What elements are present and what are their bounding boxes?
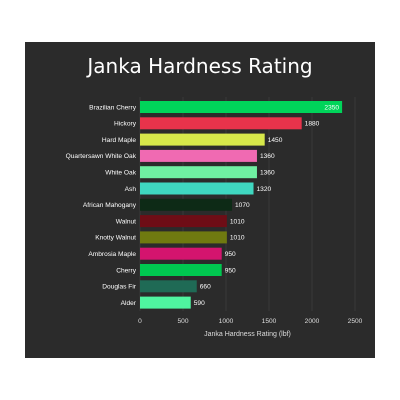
- bar-chart: 0 500 1000 1500 2000 2500 Brazilian Cherry 2350…: [66, 97, 363, 338]
- value-label: 950: [225, 251, 236, 258]
- x-tick-label: 0: [138, 318, 142, 325]
- x-tick-label: 1500: [262, 318, 277, 325]
- x-tick-label: 2000: [305, 318, 320, 325]
- value-label: 950: [225, 267, 236, 274]
- chart-title: Janka Hardness Rating: [87, 54, 313, 78]
- value-label: 590: [194, 300, 205, 307]
- x-tick-label: 2500: [348, 318, 363, 325]
- category-label: Ash: [125, 186, 137, 193]
- category-label: Alder: [121, 300, 137, 307]
- category-label: Walnut: [116, 218, 136, 225]
- bar: [140, 133, 265, 146]
- bar: [140, 198, 233, 211]
- x-axis-title: Janka Hardness Rating (lbf): [204, 331, 291, 338]
- bar: [140, 280, 197, 293]
- category-label: Hard Maple: [102, 137, 136, 144]
- value-label: 1010: [230, 235, 245, 242]
- bar: [140, 149, 257, 162]
- value-label: 2350: [324, 104, 339, 111]
- value-label: 1070: [235, 202, 250, 209]
- bar: [140, 264, 222, 276]
- category-label: Quartersawn White Oak: [66, 153, 137, 160]
- bar: [140, 247, 222, 260]
- value-label: 1320: [257, 186, 272, 193]
- value-label: 1450: [268, 137, 283, 144]
- bar: [140, 101, 343, 113]
- value-label: 1360: [260, 170, 275, 177]
- value-label: 660: [200, 284, 211, 291]
- category-label: Douglas Fir: [102, 284, 137, 291]
- category-label: Brazilian Cherry: [89, 104, 137, 111]
- bar: [140, 296, 191, 309]
- category-label: Hickory: [114, 121, 137, 128]
- bar: [140, 231, 227, 244]
- category-label: Ambrosia Maple: [88, 251, 136, 258]
- x-tick-label: 500: [177, 318, 188, 325]
- value-label: 1360: [260, 153, 275, 160]
- bar: [140, 182, 254, 195]
- value-label: 1880: [305, 121, 320, 128]
- bar: [140, 166, 257, 179]
- category-label: Knotty Walnut: [95, 235, 136, 242]
- category-label: African Mahogany: [83, 202, 137, 209]
- value-label: 1010: [230, 218, 245, 225]
- bar: [140, 117, 302, 130]
- category-label: Cherry: [116, 267, 136, 274]
- bar: [140, 215, 227, 228]
- category-label: White Oak: [105, 170, 136, 177]
- x-tick-label: 1000: [219, 318, 234, 325]
- chart-panel: Janka Hardness Rating 0 500 1000 1500 2000 25…: [25, 42, 375, 358]
